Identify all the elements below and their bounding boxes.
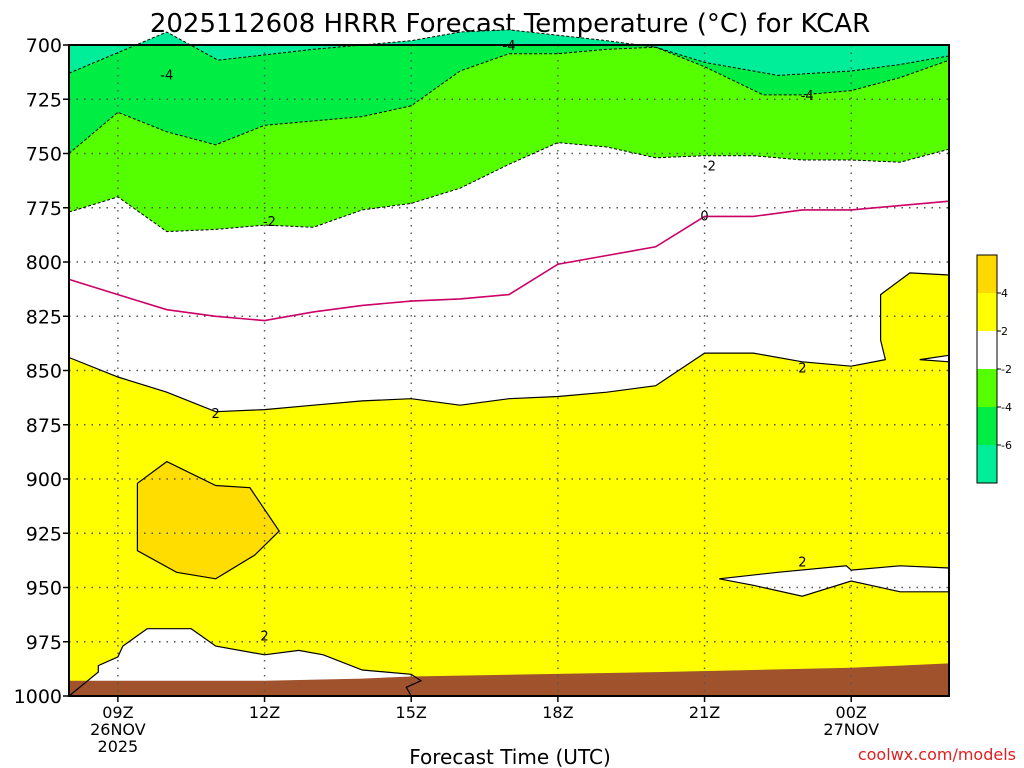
contour-plus2 — [68, 272, 950, 413]
legend-label: 4 — [1001, 287, 1008, 300]
legend-label: -2 — [1001, 363, 1012, 376]
x-tick-label: 27NOV — [823, 720, 879, 739]
contour-minus6 — [68, 29, 950, 76]
contour-minus2 — [68, 142, 950, 233]
contour-label: -4 — [503, 39, 516, 54]
contour-label: -2 — [703, 160, 716, 175]
y-tick-label: 725 — [26, 89, 62, 111]
y-tick-label: 875 — [26, 415, 62, 437]
credit-link[interactable]: coolwx.com/models — [858, 745, 1016, 764]
x-tick-label: 21Z — [689, 703, 720, 722]
ground-fill — [69, 663, 949, 696]
contour-plus2-lower — [68, 628, 423, 697]
x-tick-label: 2025 — [98, 737, 139, 756]
contour-plus2-notch — [919, 354, 950, 363]
contour-label: -4 — [160, 68, 173, 83]
legend-swatch — [977, 331, 997, 369]
contour-label: -2 — [263, 215, 276, 230]
contour-labels: -4 -4 -4 -2 -2 0 2 2 2 2 — [160, 39, 813, 644]
contour-plus4 — [136, 460, 280, 580]
y-tick-label: 975 — [26, 632, 62, 654]
contour-minus4 — [68, 46, 950, 154]
fill-cold-4-to-6 — [69, 45, 949, 154]
legend-label: -4 — [1001, 401, 1012, 414]
x-tick-label: 15Z — [396, 703, 427, 722]
y-tick-label: 900 — [26, 469, 62, 491]
fill-pocket-right — [719, 565, 949, 597]
contour-zero-freezing — [68, 200, 950, 322]
legend-label: -6 — [1001, 439, 1012, 452]
x-tick-label: 18Z — [542, 703, 573, 722]
legend-label: 2 — [1001, 325, 1008, 338]
y-tick-label: 775 — [26, 198, 62, 220]
contour-label: 0 — [700, 209, 708, 224]
legend-swatch — [977, 293, 997, 331]
pressure-axis: 700 725 750 775 800 825 850 875 900 925 950 975 1000 — [14, 35, 69, 708]
y-tick-label: 825 — [26, 306, 62, 328]
y-tick-label: 1000 — [14, 686, 62, 708]
legend-swatch — [977, 369, 997, 407]
x-tick-label: 26NOV — [90, 720, 146, 739]
y-tick-label: 950 — [26, 578, 62, 600]
fill-cold-6-to-8 — [69, 29, 949, 76]
y-tick-label: 750 — [26, 144, 62, 166]
contour-label: -4 — [801, 89, 814, 104]
contour-label: 2 — [798, 556, 806, 571]
legend-swatch — [977, 407, 997, 445]
y-tick-label: 700 — [26, 35, 62, 57]
fill-pocket-lower-left — [69, 628, 421, 696]
x-tick-label: 09Z — [102, 703, 133, 722]
y-tick-label: 850 — [26, 361, 62, 383]
x-tick-label: 00Z — [836, 703, 867, 722]
contour-label: 2 — [798, 361, 806, 376]
legend-swatch — [977, 255, 997, 293]
fill-warm-4-to-6 — [137, 461, 280, 579]
x-axis-title: Forecast Time (UTC) — [409, 745, 611, 768]
temperature-fills — [69, 29, 949, 696]
y-tick-label: 800 — [26, 252, 62, 274]
x-tick-label: 12Z — [249, 703, 280, 722]
contour-label: 2 — [260, 629, 268, 644]
contour-label: 2 — [212, 407, 220, 422]
color-legend: 4 2 -2 -4 -6 — [976, 254, 1012, 484]
y-tick-label: 925 — [26, 523, 62, 545]
legend-swatch — [977, 445, 997, 483]
